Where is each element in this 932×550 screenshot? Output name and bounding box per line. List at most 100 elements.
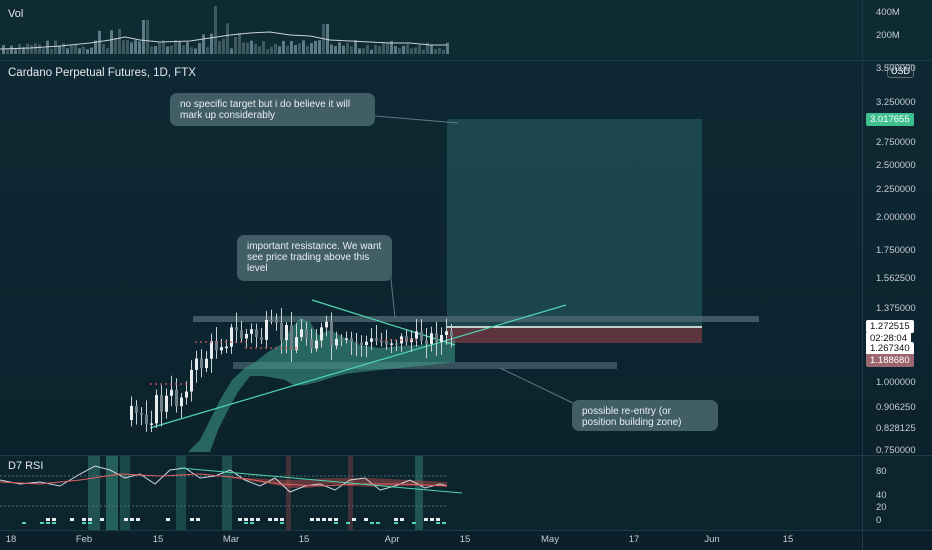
volume-bar	[54, 40, 57, 54]
candle-body	[315, 340, 318, 349]
candle-body	[300, 329, 303, 338]
rsi-axis-label: 0	[876, 515, 882, 526]
time-axis-label: May	[541, 534, 559, 545]
rsi-label[interactable]: D7 RSI	[8, 460, 44, 472]
volume-bar	[270, 46, 273, 54]
rsi-marker	[82, 522, 86, 524]
volume-label[interactable]: Vol	[8, 8, 24, 20]
volume-bar	[258, 46, 261, 54]
candle-body	[215, 341, 218, 351]
volume-bar	[50, 48, 53, 54]
rsi-marker	[52, 518, 56, 521]
rsi-marker	[370, 522, 374, 524]
rsi-marker	[250, 522, 254, 524]
pane-separator-rsi[interactable]	[0, 455, 932, 456]
annotation-resistance[interactable]: important resistance. We want see price …	[237, 235, 392, 281]
candle-body	[270, 320, 273, 322]
candle-body	[255, 329, 258, 338]
price-axis-label: 2.750000	[876, 137, 916, 148]
candle-body	[155, 395, 158, 424]
volume-bar	[302, 40, 305, 54]
rsi-marker	[46, 518, 50, 521]
volume-bar	[274, 43, 277, 54]
candle-body	[390, 343, 393, 345]
annotation-target[interactable]: no specific target but i do believe it w…	[170, 93, 375, 126]
rsi-marker	[430, 518, 434, 521]
rsi-marker	[394, 522, 398, 524]
candle-body	[385, 340, 388, 345]
volume-bar	[14, 49, 17, 54]
volume-bar	[430, 44, 433, 54]
candle-body	[180, 397, 183, 407]
volume-bar	[358, 48, 361, 54]
candle-body	[220, 347, 223, 351]
volume-bar	[366, 44, 369, 54]
rsi-marker	[442, 522, 446, 524]
volume-bar	[290, 41, 293, 54]
volume-bar	[158, 42, 161, 54]
volume-bar	[94, 40, 97, 54]
volume-bar	[102, 44, 105, 54]
volume-ma-line	[0, 31, 447, 50]
candle-body	[170, 389, 173, 396]
candle-body	[250, 329, 253, 334]
volume-bar	[394, 46, 397, 54]
volume-bar	[278, 46, 281, 54]
rsi-marker	[346, 522, 350, 524]
volume-bar	[362, 48, 365, 54]
time-axis-label: 18	[5, 534, 17, 545]
volume-axis-label: 200M	[876, 30, 900, 41]
volume-bar	[122, 40, 125, 54]
rsi-marker	[88, 522, 92, 524]
currency-button[interactable]: USD	[887, 64, 915, 78]
volume-bar	[330, 44, 333, 54]
time-axis-label: Feb	[75, 534, 93, 545]
rsi-markers	[22, 518, 446, 524]
volume-bar	[354, 40, 357, 54]
volume-bar	[62, 43, 65, 54]
candle-body	[430, 333, 433, 344]
candle-body	[205, 358, 208, 369]
volume-bar	[190, 47, 193, 54]
volume-bar	[438, 47, 441, 54]
price-axis-label: 1.375000	[876, 303, 916, 314]
volume-bar	[186, 42, 189, 54]
rsi-marker	[130, 518, 134, 521]
time-axis-label: Mar	[222, 534, 240, 545]
candle-body	[290, 325, 293, 350]
volume-bar	[442, 49, 445, 54]
price-axis-label: 1.750000	[876, 245, 916, 256]
rsi-highlights	[88, 455, 423, 530]
candle-body	[310, 338, 313, 349]
rsi-marker	[100, 518, 104, 521]
candle-body	[185, 391, 188, 398]
rsi-marker	[244, 518, 248, 521]
candlesticks	[130, 308, 453, 433]
candle-body	[380, 340, 383, 343]
candle-body	[445, 331, 448, 335]
volume-bar	[242, 42, 245, 54]
volume-bar	[30, 45, 33, 54]
rsi-marker	[424, 518, 428, 521]
annotation-reentry[interactable]: possible re-entry (or position building …	[572, 400, 718, 431]
volume-bar	[110, 30, 113, 54]
volume-bar	[114, 37, 117, 54]
candle-body	[325, 321, 328, 328]
volume-bar	[370, 49, 373, 54]
rsi-marker	[40, 522, 44, 524]
volume-bar	[134, 40, 137, 54]
volume-bar	[90, 47, 93, 54]
rsi-marker	[256, 518, 260, 521]
volume-bar	[98, 30, 101, 54]
rsi-axis-label: 40	[876, 490, 887, 501]
volume-bar	[58, 45, 61, 54]
rsi-marker	[436, 522, 440, 524]
candle-body	[200, 358, 203, 369]
pane-separator-volume[interactable]	[0, 60, 932, 61]
symbol-title[interactable]: Cardano Perpetual Futures, 1D, FTX	[8, 67, 196, 79]
candle-body	[285, 325, 288, 341]
rsi-marker	[52, 522, 56, 524]
ichimoku-cloud	[188, 318, 455, 452]
